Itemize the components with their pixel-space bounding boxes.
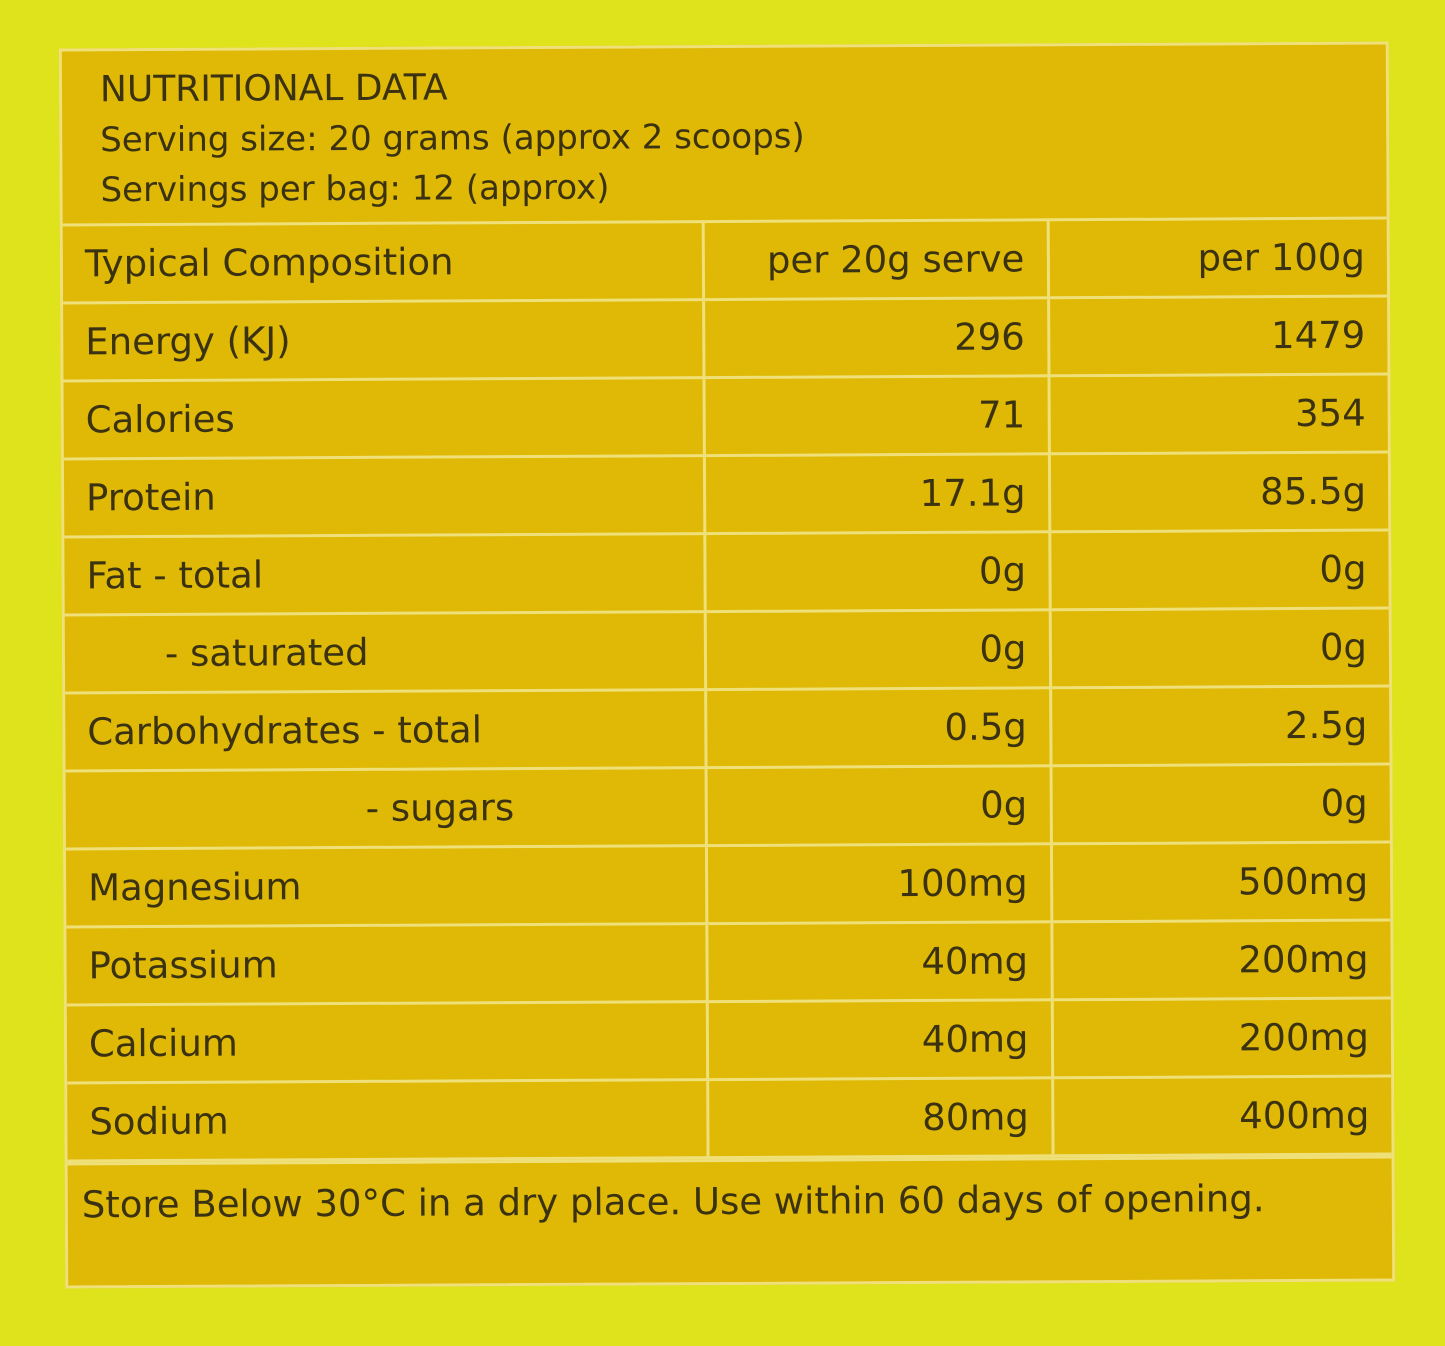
table-row: Energy (KJ) 296 1479	[63, 296, 1388, 381]
table-row: - saturated 0g 0g	[64, 608, 1390, 693]
per-serve-value: 0g	[704, 609, 1051, 690]
nutrient-label: Calories	[63, 377, 704, 459]
servings-per-bag: Servings per bag: 12 (approx)	[100, 167, 610, 211]
nutrient-label: Sodium	[67, 1079, 708, 1161]
nutrient-label: Carbohydrates - total	[65, 689, 706, 771]
per-serve-value: 296	[703, 297, 1049, 378]
per-100g-value: 500mg	[1050, 842, 1391, 922]
table-row: Potassium 40mg 200mg	[66, 920, 1391, 1005]
table-row: Protein 17.1g 85.5g	[63, 452, 1389, 537]
per-serve-value: 0.5g	[705, 687, 1051, 768]
nutrient-label: Fat - total	[64, 533, 705, 615]
nutrient-label: Magnesium	[65, 845, 707, 927]
per-100g-value: 200mg	[1051, 920, 1391, 1000]
header-per-100g: per 100g	[1047, 218, 1388, 298]
per-serve-value: 80mg	[707, 1077, 1053, 1158]
per-serve-value: 17.1g	[703, 453, 1050, 534]
table-row: Magnesium 100mg 500mg	[65, 842, 1391, 927]
nutrient-label: - saturated	[64, 611, 706, 693]
per-100g-value: 354	[1048, 374, 1388, 454]
nutrient-label: Energy (KJ)	[63, 299, 704, 381]
per-100g-value: 0g	[1049, 530, 1389, 610]
table-header-row: Typical Composition per 20g serve per 10…	[62, 218, 1388, 303]
per-serve-value: 100mg	[705, 843, 1052, 924]
per-100g-value: 1479	[1048, 296, 1388, 376]
per-serve-value: 40mg	[706, 999, 1053, 1080]
per-serve-value: 71	[703, 375, 1049, 456]
nutrition-label: NUTRITIONAL DATA Serving size: 20 grams …	[58, 41, 1396, 1289]
table-row: Calcium 40mg 200mg	[66, 998, 1392, 1083]
per-serve-value: 40mg	[706, 921, 1052, 1002]
label-title: NUTRITIONAL DATA	[99, 67, 448, 111]
nutrient-label: Potassium	[66, 923, 707, 1005]
nutrient-label: Protein	[63, 455, 705, 537]
per-serve-value: 0g	[704, 531, 1050, 612]
per-100g-value: 200mg	[1051, 998, 1392, 1078]
table-row: Sodium 80mg 400mg	[67, 1076, 1392, 1161]
nutrient-label: - sugars	[65, 767, 706, 849]
table-row: - sugars 0g 0g	[65, 764, 1390, 849]
label-header: NUTRITIONAL DATA Serving size: 20 grams …	[62, 45, 1387, 224]
nutrient-label: Calcium	[66, 1001, 708, 1083]
serving-size: Serving size: 20 grams (approx 2 scoops)	[100, 116, 805, 161]
per-100g-value: 400mg	[1052, 1076, 1392, 1156]
per-serve-value: 0g	[705, 765, 1051, 846]
per-100g-value: 0g	[1050, 764, 1390, 844]
per-100g-value: 2.5g	[1050, 686, 1390, 766]
storage-note: Store Below 30°C in a dry place. Use wit…	[67, 1155, 1392, 1227]
nutrition-table: Typical Composition per 20g serve per 10…	[62, 217, 1392, 1163]
header-per-serve: per 20g serve	[702, 219, 1049, 300]
table-row: Carbohydrates - total 0.5g 2.5g	[65, 686, 1390, 771]
header-composition: Typical Composition	[62, 221, 704, 303]
per-100g-value: 0g	[1049, 608, 1390, 688]
table-row: Fat - total 0g 0g	[64, 530, 1389, 615]
table-row: Calories 71 354	[63, 374, 1388, 459]
per-100g-value: 85.5g	[1048, 452, 1389, 532]
